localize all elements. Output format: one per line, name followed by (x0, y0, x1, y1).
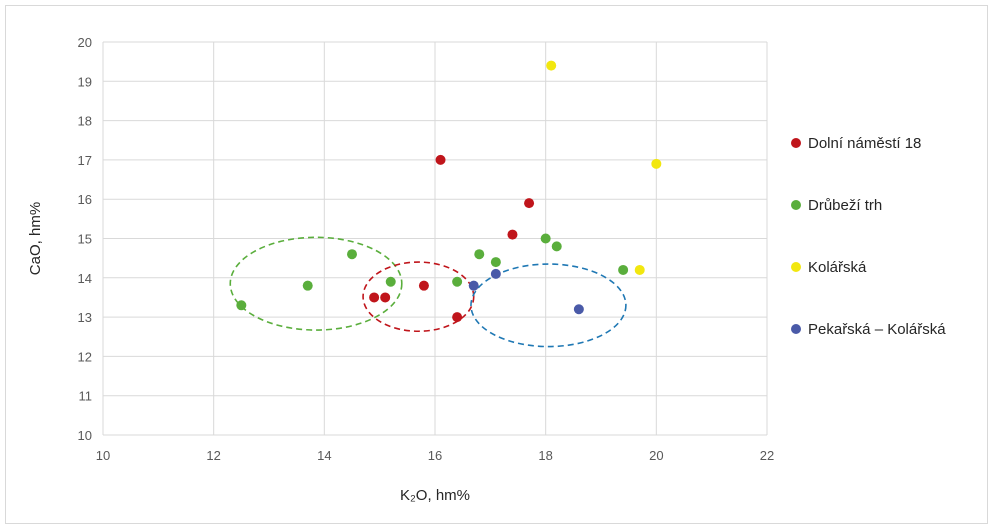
cluster-ellipse (470, 263, 627, 348)
cluster-ellipse (229, 236, 403, 331)
x-axis-ticks: 10 12 14 16 18 20 22 (96, 448, 774, 463)
y-tick-label: 15 (78, 232, 92, 247)
scatter-point (347, 249, 357, 260)
scatter-point (524, 198, 535, 209)
legend-marker (791, 200, 801, 210)
scatter-point (452, 312, 463, 323)
y-tick-label: 17 (78, 153, 92, 168)
legend-marker (791, 138, 801, 148)
scatter-point (236, 300, 247, 311)
y-tick-label: 16 (78, 192, 92, 207)
x-tick-label: 16 (428, 448, 442, 463)
scatter-point (490, 268, 501, 279)
x-tick-label: 12 (206, 448, 220, 463)
legend: Dolní náměstí 18 Drůbeží trh Kolářská Pekař… (791, 135, 946, 338)
x-tick-label: 14 (317, 448, 331, 463)
legend-label: Kolářská (808, 259, 867, 276)
scatter-point (452, 276, 463, 287)
y-tick-label: 14 (78, 271, 92, 286)
scatter-point (369, 292, 380, 303)
scatter-point (302, 280, 313, 291)
y-tick-label: 20 (78, 35, 92, 50)
y-tick-label: 19 (78, 74, 92, 89)
scatter-point (490, 257, 501, 268)
x-tick-label: 22 (760, 448, 774, 463)
scatter-point (634, 264, 645, 275)
y-tick-label: 18 (78, 114, 92, 129)
legend-label: Dolní náměstí 18 (808, 135, 921, 152)
y-tick-label: 13 (78, 310, 92, 325)
cluster-ellipse (362, 261, 475, 333)
scatter-point (468, 280, 479, 291)
data-points (236, 60, 662, 323)
y-axis-ticks: 10 11 12 13 14 15 16 17 18 19 20 (78, 35, 92, 443)
scatter-point (551, 241, 562, 252)
scatter-point (418, 280, 429, 291)
grid-lines (102, 41, 768, 436)
scatter-point (380, 292, 391, 303)
x-axis-title: K₂O, hm% (400, 487, 470, 504)
y-tick-label: 12 (78, 349, 92, 364)
x-tick-label: 10 (96, 448, 110, 463)
scatter-point (507, 229, 518, 240)
x-tick-label: 18 (538, 448, 552, 463)
scatter-point (651, 158, 662, 169)
y-tick-label: 11 (79, 389, 93, 404)
scatter-point (573, 304, 584, 315)
scatter-point (546, 60, 557, 71)
scatter-point (385, 276, 396, 287)
legend-marker (791, 262, 801, 272)
y-axis-title: CaO, hm% (27, 202, 44, 275)
legend-label: Drůbeží trh (808, 197, 882, 214)
x-tick-label: 20 (649, 448, 663, 463)
legend-label: Pekařská – Kolářská (808, 321, 946, 338)
scatter-point (618, 264, 629, 275)
scatter-point (435, 154, 446, 165)
y-tick-label: 10 (78, 428, 92, 443)
scatter-point (474, 249, 485, 260)
legend-marker (791, 324, 801, 334)
cluster-ellipses (229, 236, 627, 348)
scatter-point (540, 233, 551, 244)
